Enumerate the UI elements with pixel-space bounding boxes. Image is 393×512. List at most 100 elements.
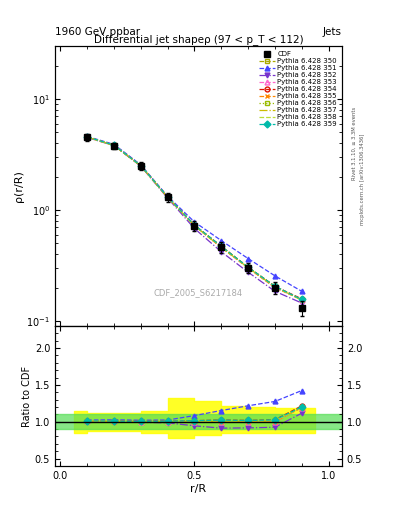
Pythia 6.428 357	[85, 134, 90, 140]
Pythia 6.428 359	[219, 243, 224, 249]
Pythia 6.428 356	[246, 264, 250, 270]
Pythia 6.428 351	[192, 219, 197, 225]
Line: Pythia 6.428 356: Pythia 6.428 356	[85, 135, 304, 302]
Y-axis label: Ratio to CDF: Ratio to CDF	[22, 366, 32, 426]
X-axis label: r/R: r/R	[190, 483, 207, 494]
Pythia 6.428 355	[112, 142, 116, 148]
Pythia 6.428 353	[272, 285, 277, 291]
Pythia 6.428 359	[138, 162, 143, 168]
Pythia 6.428 356	[219, 243, 224, 249]
Pythia 6.428 353	[192, 223, 197, 229]
Pythia 6.428 358	[85, 134, 90, 140]
Line: Pythia 6.428 355: Pythia 6.428 355	[85, 135, 304, 302]
Bar	[55, 414, 342, 429]
Pythia 6.428 355	[299, 297, 304, 303]
Pythia 6.428 356	[85, 134, 90, 140]
Pythia 6.428 351	[85, 133, 90, 139]
Pythia 6.428 359	[299, 296, 304, 303]
Pythia 6.428 357	[299, 297, 304, 303]
Pythia 6.428 350	[192, 222, 197, 228]
Pythia 6.428 359	[246, 264, 250, 270]
Pythia 6.428 353	[138, 163, 143, 169]
Line: Pythia 6.428 359: Pythia 6.428 359	[85, 135, 304, 302]
Pythia 6.428 352	[192, 225, 197, 231]
Pythia 6.428 353	[299, 297, 304, 303]
Pythia 6.428 353	[85, 134, 90, 140]
Pythia 6.428 355	[165, 194, 170, 200]
Pythia 6.428 357	[272, 284, 277, 290]
Pythia 6.428 354	[112, 142, 116, 148]
Pythia 6.428 351	[272, 273, 277, 279]
Line: Pythia 6.428 350: Pythia 6.428 350	[85, 135, 304, 302]
Pythia 6.428 354	[219, 243, 224, 249]
Pythia 6.428 352	[219, 249, 224, 255]
Pythia 6.428 351	[112, 141, 116, 147]
Text: 1960 GeV ppbar: 1960 GeV ppbar	[55, 27, 140, 37]
Pythia 6.428 355	[85, 134, 90, 140]
Pythia 6.428 357	[138, 163, 143, 169]
Pythia 6.428 358	[219, 244, 224, 250]
Pythia 6.428 350	[246, 264, 250, 270]
Pythia 6.428 356	[112, 142, 116, 148]
Pythia 6.428 352	[138, 163, 143, 169]
Text: CDF_2005_S6217184: CDF_2005_S6217184	[154, 288, 243, 297]
Line: Pythia 6.428 352: Pythia 6.428 352	[85, 135, 304, 306]
Pythia 6.428 354	[272, 283, 277, 289]
Pythia 6.428 353	[165, 194, 170, 200]
Pythia 6.428 356	[272, 283, 277, 289]
Line: Pythia 6.428 357: Pythia 6.428 357	[87, 137, 302, 300]
Pythia 6.428 359	[112, 142, 116, 148]
Pythia 6.428 356	[165, 194, 170, 200]
Pythia 6.428 352	[246, 269, 250, 275]
Pythia 6.428 358	[299, 297, 304, 303]
Pythia 6.428 355	[272, 285, 277, 291]
Pythia 6.428 354	[165, 194, 170, 200]
Pythia 6.428 352	[85, 135, 90, 141]
Pythia 6.428 353	[219, 244, 224, 250]
Pythia 6.428 350	[272, 283, 277, 289]
Pythia 6.428 357	[246, 265, 250, 271]
Pythia 6.428 358	[272, 284, 277, 290]
Text: mcplots.cern.ch [arXiv:1306.3436]: mcplots.cern.ch [arXiv:1306.3436]	[360, 134, 365, 225]
Line: Pythia 6.428 353: Pythia 6.428 353	[85, 135, 304, 302]
Pythia 6.428 356	[138, 162, 143, 168]
Pythia 6.428 359	[165, 194, 170, 200]
Pythia 6.428 355	[192, 223, 197, 229]
Pythia 6.428 356	[299, 296, 304, 303]
Pythia 6.428 356	[192, 222, 197, 228]
Pythia 6.428 357	[192, 223, 197, 229]
Pythia 6.428 357	[219, 244, 224, 250]
Pythia 6.428 352	[112, 142, 116, 148]
Pythia 6.428 350	[219, 243, 224, 249]
Pythia 6.428 350	[165, 194, 170, 200]
Pythia 6.428 352	[299, 300, 304, 306]
Pythia 6.428 350	[112, 142, 116, 148]
Pythia 6.428 358	[112, 142, 116, 148]
Text: Rivet 3.1.10, ≥ 3.3M events: Rivet 3.1.10, ≥ 3.3M events	[352, 106, 357, 180]
Pythia 6.428 355	[246, 265, 250, 271]
Pythia 6.428 357	[165, 194, 170, 200]
Pythia 6.428 354	[246, 264, 250, 270]
Pythia 6.428 355	[219, 244, 224, 250]
Pythia 6.428 351	[165, 193, 170, 199]
Pythia 6.428 353	[112, 142, 116, 148]
Pythia 6.428 359	[85, 134, 90, 140]
Pythia 6.428 354	[192, 222, 197, 228]
Pythia 6.428 359	[192, 222, 197, 228]
Pythia 6.428 354	[85, 134, 90, 140]
Text: Jets: Jets	[323, 27, 342, 37]
Pythia 6.428 354	[138, 162, 143, 168]
Pythia 6.428 358	[192, 222, 197, 228]
Pythia 6.428 351	[219, 238, 224, 244]
Line: Pythia 6.428 351: Pythia 6.428 351	[85, 134, 304, 294]
Pythia 6.428 358	[165, 194, 170, 200]
Pythia 6.428 358	[246, 264, 250, 270]
Pythia 6.428 352	[272, 288, 277, 294]
Pythia 6.428 354	[299, 296, 304, 302]
Pythia 6.428 358	[138, 163, 143, 169]
Pythia 6.428 351	[246, 255, 250, 262]
Y-axis label: ρ(r/R): ρ(r/R)	[13, 170, 24, 202]
Legend: CDF, Pythia 6.428 350, Pythia 6.428 351, Pythia 6.428 352, Pythia 6.428 353, Pyt: CDF, Pythia 6.428 350, Pythia 6.428 351,…	[258, 50, 338, 129]
Pythia 6.428 359	[272, 283, 277, 289]
Pythia 6.428 350	[138, 162, 143, 168]
